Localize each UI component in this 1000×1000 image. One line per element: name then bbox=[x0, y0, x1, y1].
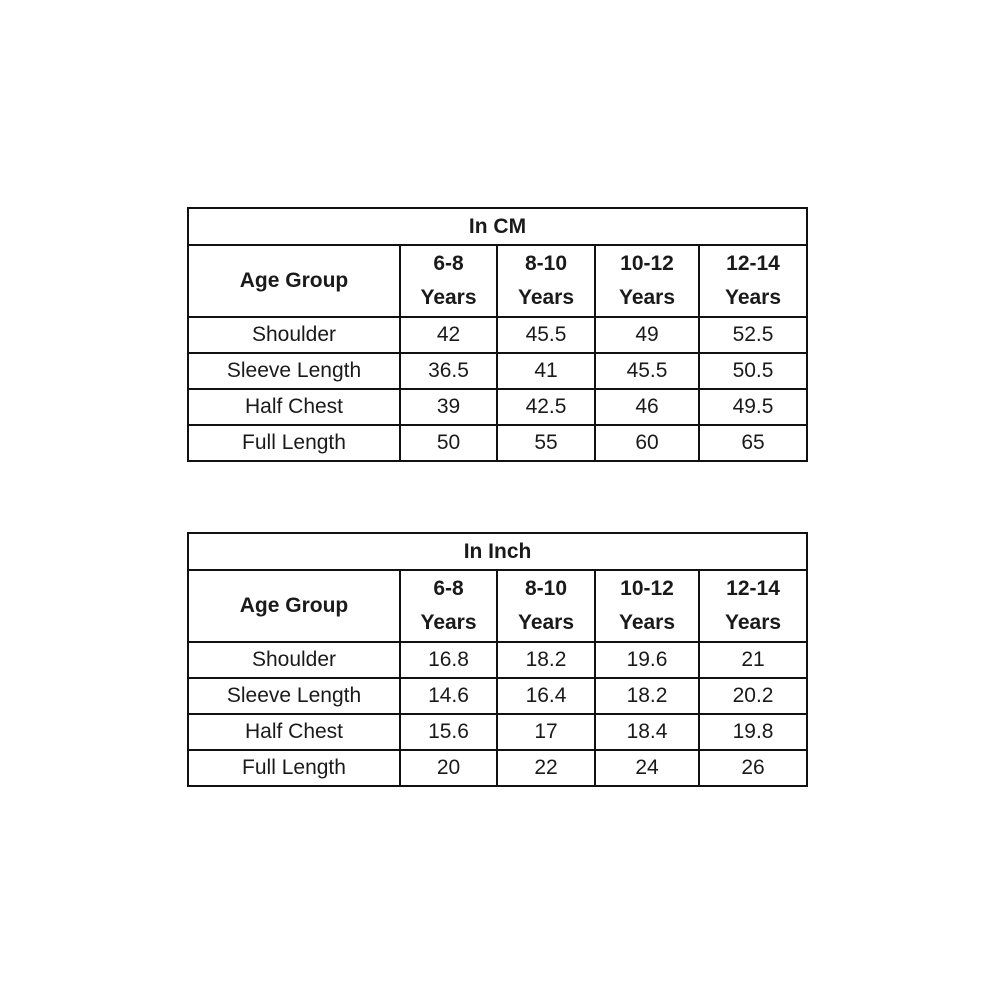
measurement-value: 52.5 bbox=[697, 316, 809, 354]
measurement-value: 18.2 bbox=[594, 677, 700, 715]
table-row: Half Chest 39 42.5 46 49.5 bbox=[187, 388, 809, 426]
measurement-value: 45.5 bbox=[594, 352, 700, 390]
table-row: Sleeve Length 14.6 16.4 18.2 20.2 bbox=[187, 677, 809, 715]
measurement-label: Full Length bbox=[187, 749, 401, 787]
measurement-value: 20.2 bbox=[697, 677, 809, 715]
table-row: Full Length 20 22 24 26 bbox=[187, 749, 809, 787]
measurement-value: 18.4 bbox=[594, 713, 700, 751]
age-range: 6-8 bbox=[433, 577, 464, 600]
column-header: 10-12 Years bbox=[594, 569, 700, 643]
measurement-value: 50 bbox=[399, 424, 498, 462]
measurement-label: Half Chest bbox=[187, 388, 401, 426]
measurement-value: 14.6 bbox=[399, 677, 498, 715]
measurement-value: 16.8 bbox=[399, 641, 498, 679]
age-range: 8-10 bbox=[524, 577, 568, 600]
header-row: Age Group 6-8 Years 8-10 Years 10-12 Years 12-1… bbox=[187, 569, 809, 643]
column-header: 6-8 Years bbox=[399, 569, 498, 643]
measurement-value: 24 bbox=[594, 749, 700, 787]
age-range: 12-14 bbox=[726, 577, 780, 600]
column-header: 12-14 Years bbox=[697, 569, 809, 643]
measurement-value: 55 bbox=[496, 424, 596, 462]
age-unit: Years bbox=[517, 286, 575, 309]
column-header: 8-10 Years bbox=[496, 244, 596, 318]
column-header: 12-14 Years bbox=[697, 244, 809, 318]
age-range: 8-10 bbox=[524, 252, 568, 275]
row-header-label: Age Group bbox=[187, 244, 401, 318]
table-row: Half Chest 15.6 17 18.4 19.8 bbox=[187, 713, 809, 751]
table-row: Shoulder 16.8 18.2 19.6 21 bbox=[187, 641, 809, 679]
age-unit: Years bbox=[618, 286, 676, 309]
measurement-value: 41 bbox=[496, 352, 596, 390]
measurement-label: Full Length bbox=[187, 424, 401, 462]
measurement-value: 49.5 bbox=[697, 388, 809, 426]
column-header: 10-12 Years bbox=[594, 244, 700, 318]
age-unit: Years bbox=[420, 286, 477, 309]
title-row: In CM bbox=[186, 207, 809, 246]
table-title: In Inch bbox=[186, 532, 809, 571]
measurement-value: 39 bbox=[399, 388, 498, 426]
table-row: Sleeve Length 36.5 41 45.5 50.5 bbox=[187, 352, 809, 390]
measurement-value: 26 bbox=[697, 749, 809, 787]
measurement-value: 42.5 bbox=[496, 388, 596, 426]
measurement-value: 46 bbox=[594, 388, 700, 426]
measurement-label: Shoulder bbox=[187, 316, 401, 354]
table-title: In CM bbox=[186, 207, 809, 246]
measurement-value: 20 bbox=[399, 749, 498, 787]
measurement-value: 21 bbox=[697, 641, 809, 679]
column-header: 6-8 Years bbox=[399, 244, 498, 318]
age-unit: Years bbox=[725, 611, 782, 634]
age-range: 10-12 bbox=[620, 252, 674, 275]
age-range: 12-14 bbox=[726, 252, 780, 275]
age-unit: Years bbox=[724, 286, 782, 309]
measurement-label: Shoulder bbox=[187, 641, 401, 679]
measurement-value: 22 bbox=[496, 749, 596, 787]
age-range: 6-8 bbox=[433, 252, 464, 275]
measurement-value: 36.5 bbox=[399, 352, 498, 390]
age-unit: Years bbox=[517, 611, 575, 634]
measurement-value: 60 bbox=[594, 424, 700, 462]
measurement-value: 42 bbox=[399, 316, 498, 354]
measurement-value: 15.6 bbox=[399, 713, 498, 751]
title-row: In Inch bbox=[186, 532, 809, 571]
measurement-value: 18.2 bbox=[496, 641, 596, 679]
measurement-value: 65 bbox=[697, 424, 809, 462]
header-row: Age Group 6-8 Years 8-10 Years 10-12 Years 12-1… bbox=[187, 244, 809, 318]
measurement-value: 49 bbox=[594, 316, 700, 354]
measurement-label: Half Chest bbox=[187, 713, 401, 751]
measurement-value: 50.5 bbox=[697, 352, 809, 390]
measurement-label: Sleeve Length bbox=[187, 677, 401, 715]
age-unit: Years bbox=[618, 611, 676, 634]
age-range: 10-12 bbox=[620, 577, 674, 600]
measurement-label: Sleeve Length bbox=[187, 352, 401, 390]
row-header-label: Age Group bbox=[187, 569, 401, 643]
table-row: Shoulder 42 45.5 49 52.5 bbox=[187, 316, 809, 354]
size-table-inch: In Inch Age Group 6-8 Years 8-10 Years 10-12 Ye… bbox=[186, 532, 809, 787]
column-header: 8-10 Years bbox=[496, 569, 596, 643]
table-row: Full Length 50 55 60 65 bbox=[187, 424, 809, 462]
measurement-value: 19.6 bbox=[594, 641, 700, 679]
measurement-value: 19.8 bbox=[697, 713, 809, 751]
size-table-cm: In CM Age Group 6-8 Years 8-10 Years 10-12 Year… bbox=[186, 207, 809, 462]
measurement-value: 16.4 bbox=[496, 677, 596, 715]
measurement-value: 17 bbox=[496, 713, 596, 751]
measurement-value: 45.5 bbox=[496, 316, 596, 354]
age-unit: Years bbox=[420, 611, 477, 634]
